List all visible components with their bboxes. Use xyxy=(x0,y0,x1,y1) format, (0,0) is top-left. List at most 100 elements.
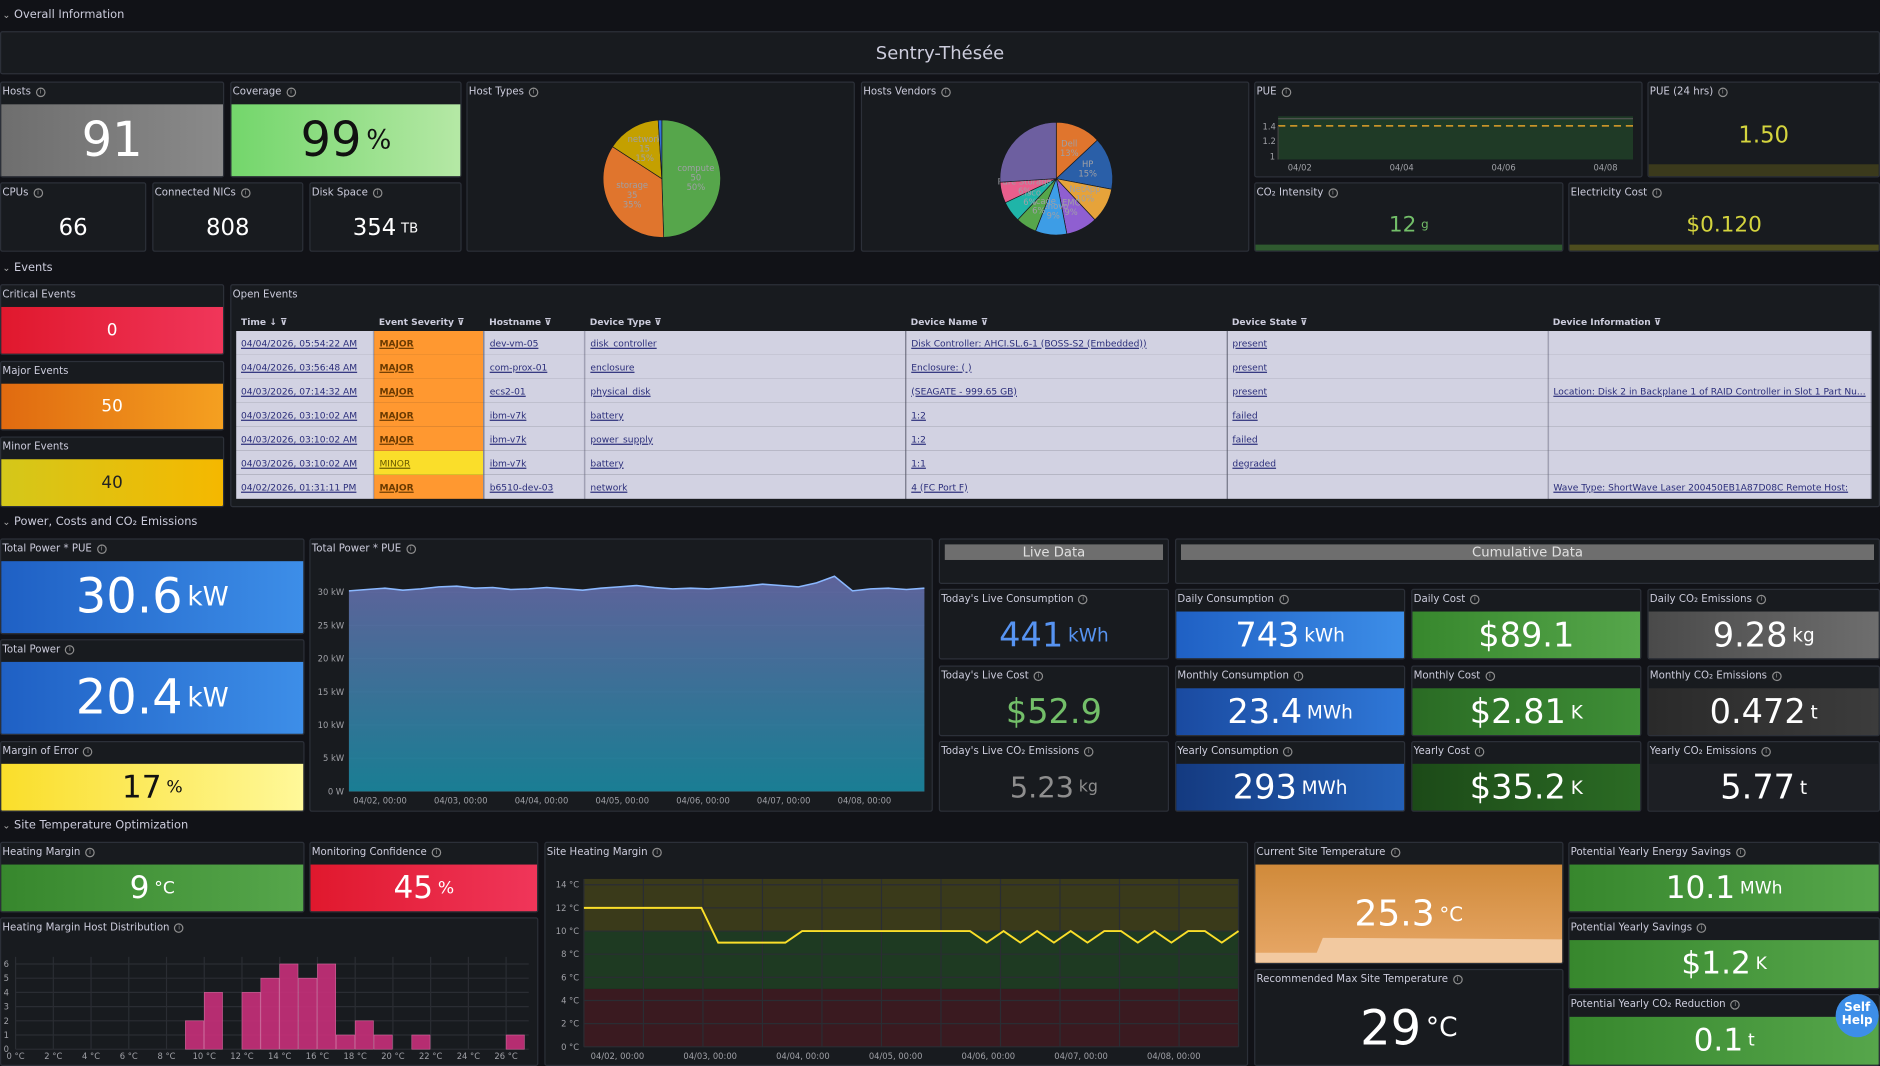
info-icon[interactable]: i xyxy=(65,645,75,655)
table-row[interactable]: 04/03/2026, 03:10:02 AM MAJOR ibm-v7k ba… xyxy=(236,402,1872,427)
info-icon[interactable]: i xyxy=(1485,671,1495,682)
sort-down-icon[interactable]: ↓ xyxy=(269,315,277,327)
cell-device-name[interactable]: Enclosure: ( ) xyxy=(905,354,1228,379)
info-icon[interactable]: i xyxy=(406,544,416,554)
cell-hostname[interactable]: ibm-v7k xyxy=(484,402,586,427)
cell-severity[interactable]: MAJOR xyxy=(374,426,485,451)
cell-time[interactable]: 04/03/2026, 03:10:02 AM xyxy=(236,450,375,475)
info-icon[interactable]: i xyxy=(1771,671,1782,682)
cell-device-name[interactable]: 1:2 xyxy=(905,426,1228,451)
cell-time[interactable]: 04/03/2026, 03:10:02 AM xyxy=(236,402,375,427)
col-header-device-type[interactable]: Device Type ⊽ xyxy=(585,312,906,331)
info-icon[interactable]: i xyxy=(33,188,43,198)
cell-hostname[interactable]: dev-vm-05 xyxy=(484,330,586,355)
cell-device-name[interactable]: Disk Controller: AHCI.SL.6-1 (BOSS-S2 (E… xyxy=(905,330,1228,355)
col-header-device-name[interactable]: Device Name ⊽ xyxy=(906,312,1227,331)
filter-icon[interactable]: ⊽ xyxy=(1300,315,1308,327)
table-row[interactable]: 04/02/2026, 01:31:11 PM MAJOR b6510-dev-… xyxy=(236,474,1872,499)
col-header-device-info[interactable]: Device Information ⊽ xyxy=(1548,312,1871,331)
info-icon[interactable]: i xyxy=(1390,847,1400,858)
cell-severity[interactable]: MAJOR xyxy=(374,330,485,355)
info-icon[interactable]: i xyxy=(1078,594,1088,605)
cell-device-info[interactable]: Location: Disk 2 in Backplane 1 of RAID … xyxy=(1547,378,1872,403)
cell-device-type[interactable]: battery xyxy=(584,450,907,475)
table-row[interactable]: 04/04/2026, 03:56:48 AM MAJOR com-prox-0… xyxy=(236,354,1872,379)
info-icon[interactable]: i xyxy=(652,847,662,858)
table-row[interactable]: 04/03/2026, 03:10:02 AM MINOR ibm-v7k ba… xyxy=(236,450,1872,475)
info-icon[interactable]: i xyxy=(85,847,95,858)
info-icon[interactable]: i xyxy=(1452,974,1463,985)
self-help-button[interactable]: Self Help xyxy=(1835,994,1879,1038)
filter-icon[interactable]: ⊽ xyxy=(457,315,465,327)
section-overall-header[interactable]: ⌄ Overall Information xyxy=(0,2,1880,26)
section-temp-header[interactable]: ⌄ Site Temperature Optimization xyxy=(0,813,1880,837)
col-header-device-state[interactable]: Device State ⊽ xyxy=(1227,312,1548,331)
cell-device-name[interactable]: (SEAGATE - 999.65 GB) xyxy=(905,378,1228,403)
cell-device-name[interactable]: 4 (FC Port F) xyxy=(905,474,1228,499)
cell-device-info[interactable] xyxy=(1547,402,1872,427)
cell-device-state[interactable] xyxy=(1227,474,1549,499)
cell-device-info[interactable] xyxy=(1547,450,1872,475)
info-icon[interactable]: i xyxy=(1278,594,1289,605)
info-icon[interactable]: i xyxy=(286,87,296,98)
cell-device-type[interactable]: network xyxy=(584,474,907,499)
info-icon[interactable]: i xyxy=(1718,87,1728,98)
info-icon[interactable]: i xyxy=(1696,923,1707,933)
cell-device-info[interactable] xyxy=(1547,426,1872,451)
info-icon[interactable]: i xyxy=(83,747,93,757)
info-icon[interactable]: i xyxy=(1474,747,1485,757)
info-icon[interactable]: i xyxy=(431,847,442,858)
cell-severity[interactable]: MAJOR xyxy=(374,378,485,403)
cell-hostname[interactable]: com-prox-01 xyxy=(484,354,586,379)
cell-severity[interactable]: MINOR xyxy=(374,450,485,475)
info-icon[interactable]: i xyxy=(174,923,184,933)
cell-device-state[interactable]: present xyxy=(1227,330,1549,355)
cell-device-type[interactable]: power_supply xyxy=(584,426,907,451)
cell-severity[interactable]: MAJOR xyxy=(374,354,485,379)
cell-hostname[interactable]: b6510-dev-03 xyxy=(484,474,586,499)
info-icon[interactable]: i xyxy=(96,544,107,554)
col-header-hostname[interactable]: Hostname ⊽ xyxy=(484,312,585,331)
table-row[interactable]: 04/03/2026, 07:14:32 AM MAJOR ecs2-01 ph… xyxy=(236,378,1872,403)
cell-device-info[interactable]: Wave Type: ShortWave Laser 200450EB1A87D… xyxy=(1547,474,1872,499)
filter-icon[interactable]: ⊽ xyxy=(654,315,662,327)
info-icon[interactable]: i xyxy=(1281,87,1291,98)
info-icon[interactable]: i xyxy=(528,87,539,98)
cell-device-state[interactable]: failed xyxy=(1227,402,1549,427)
info-icon[interactable]: i xyxy=(1756,594,1767,605)
section-events-header[interactable]: ⌄ Events xyxy=(0,255,1880,279)
section-power-header[interactable]: ⌄ Power, Costs and CO₂ Emissions xyxy=(0,510,1880,534)
cell-device-state[interactable]: present xyxy=(1227,354,1549,379)
cell-device-type[interactable]: disk_controller xyxy=(584,330,907,355)
cell-time[interactable]: 04/04/2026, 03:56:48 AM xyxy=(236,354,375,379)
cell-hostname[interactable]: ibm-v7k xyxy=(484,450,586,475)
cell-device-state[interactable]: failed xyxy=(1227,426,1549,451)
info-icon[interactable]: i xyxy=(1083,747,1094,757)
cell-device-name[interactable]: 1:2 xyxy=(905,402,1228,427)
info-icon[interactable]: i xyxy=(940,87,951,98)
info-icon[interactable]: i xyxy=(1735,847,1746,858)
info-icon[interactable]: i xyxy=(1651,188,1662,198)
info-icon[interactable]: i xyxy=(1033,671,1044,682)
cell-device-name[interactable]: 1:1 xyxy=(905,450,1228,475)
info-icon[interactable]: i xyxy=(240,188,251,198)
cell-time[interactable]: 04/03/2026, 07:14:32 AM xyxy=(236,378,375,403)
cell-device-state[interactable]: present xyxy=(1227,378,1549,403)
filter-icon[interactable]: ⊽ xyxy=(1653,315,1662,327)
info-icon[interactable]: i xyxy=(1293,671,1304,682)
table-row[interactable]: 04/04/2026, 05:54:22 AM MAJOR dev-vm-05 … xyxy=(236,330,1872,355)
cell-device-state[interactable]: degraded xyxy=(1227,450,1549,475)
filter-icon[interactable]: ⊽ xyxy=(980,315,989,327)
info-icon[interactable]: i xyxy=(1283,747,1293,757)
info-icon[interactable]: i xyxy=(372,188,383,198)
col-header-time[interactable]: Time ↓ ⊽ xyxy=(236,312,374,331)
cell-hostname[interactable]: ecs2-01 xyxy=(484,378,586,403)
cell-severity[interactable]: MAJOR xyxy=(374,402,485,427)
info-icon[interactable]: i xyxy=(1470,594,1480,605)
cell-device-info[interactable] xyxy=(1547,330,1872,355)
cell-hostname[interactable]: ibm-v7k xyxy=(484,426,586,451)
info-icon[interactable]: i xyxy=(35,87,46,98)
filter-icon[interactable]: ⊽ xyxy=(544,315,552,327)
info-icon[interactable]: i xyxy=(1761,747,1771,757)
info-icon[interactable]: i xyxy=(1328,188,1338,198)
